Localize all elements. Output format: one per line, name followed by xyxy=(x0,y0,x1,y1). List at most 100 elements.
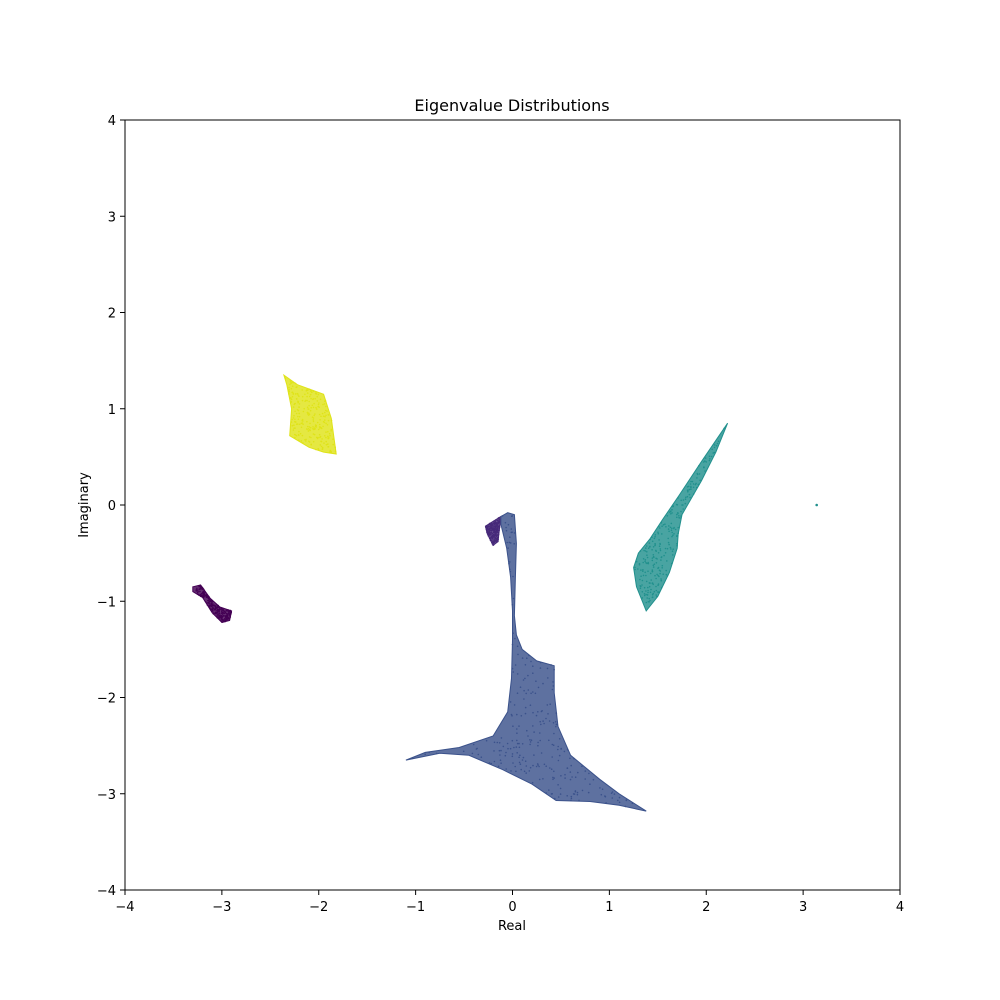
eigenvalue-point xyxy=(516,645,519,648)
eigenvalue-point xyxy=(512,725,514,727)
eigenvalue-point xyxy=(485,526,488,529)
eigenvalue-point xyxy=(229,609,231,612)
eigenvalue-point xyxy=(646,562,648,565)
eigenvalue-point xyxy=(284,377,287,380)
eigenvalue-point xyxy=(305,440,307,442)
eigenvalue-point xyxy=(518,742,520,745)
eigenvalue-point xyxy=(698,473,701,475)
eigenvalue-point xyxy=(513,746,515,749)
eigenvalue-point xyxy=(716,442,719,445)
eigenvalue-point xyxy=(499,759,502,761)
eigenvalue-point xyxy=(655,594,657,596)
eigenvalue-point xyxy=(493,531,496,533)
eigenvalue-point xyxy=(656,595,658,598)
eigenvalue-point xyxy=(217,616,219,619)
eigenvalue-point xyxy=(647,570,649,572)
eigenvalue-point xyxy=(218,607,221,609)
eigenvalue-point xyxy=(655,589,658,592)
eigenvalue-point xyxy=(492,529,495,532)
eigenvalue-point xyxy=(651,570,654,573)
eigenvalue-point xyxy=(713,444,716,446)
y-tick-label: 2 xyxy=(108,307,116,322)
eigenvalue-point xyxy=(306,425,309,428)
eigenvalue-point xyxy=(315,392,318,395)
eigenvalue-point xyxy=(292,417,295,419)
eigenvalue-point xyxy=(321,412,324,415)
eigenvalue-point xyxy=(530,692,532,695)
eigenvalue-point xyxy=(294,436,296,439)
eigenvalue-point xyxy=(298,430,300,433)
eigenvalue-point xyxy=(312,390,315,393)
eigenvalue-point xyxy=(327,446,330,448)
eigenvalue-point xyxy=(319,419,321,421)
eigenvalue-point xyxy=(495,540,498,543)
eigenvalue-point xyxy=(298,423,301,426)
eigenvalue-point xyxy=(566,767,569,769)
eigenvalue-point xyxy=(516,752,518,754)
eigenvalue-point xyxy=(224,619,227,621)
eigenvalue-point xyxy=(511,715,513,717)
eigenvalue-point xyxy=(673,533,675,535)
eigenvalue-point xyxy=(318,413,321,416)
eigenvalue-point xyxy=(517,653,519,656)
eigenvalue-point xyxy=(652,592,654,595)
eigenvalue-point xyxy=(295,398,298,400)
eigenvalue-point xyxy=(539,720,541,723)
series-1 xyxy=(484,515,502,547)
eigenvalue-point xyxy=(507,747,509,750)
eigenvalue-point xyxy=(287,390,290,392)
eigenvalue-point xyxy=(324,435,326,437)
eigenvalue-point xyxy=(489,529,492,532)
eigenvalue-point xyxy=(312,398,314,401)
eigenvalue-point xyxy=(208,598,211,600)
eigenvalue-point xyxy=(696,472,699,475)
eigenvalue-point xyxy=(521,657,524,659)
eigenvalue-point xyxy=(310,391,313,394)
eigenvalue-point xyxy=(524,706,527,709)
eigenvalue-point xyxy=(651,549,653,551)
eigenvalue-point xyxy=(306,406,309,409)
eigenvalue-point xyxy=(321,448,324,450)
eigenvalue-point xyxy=(672,505,674,508)
eigenvalue-point xyxy=(210,602,212,605)
eigenvalue-point xyxy=(509,561,511,563)
eigenvalue-point xyxy=(690,488,692,491)
eigenvalue-point xyxy=(201,586,204,589)
eigenvalue-point xyxy=(557,759,560,762)
eigenvalue-point xyxy=(201,588,204,591)
eigenvalue-point xyxy=(552,778,554,781)
eigenvalue-point xyxy=(713,446,716,449)
eigenvalue-point xyxy=(498,516,500,519)
x-tick-label: −1 xyxy=(406,900,425,915)
eigenvalue-point xyxy=(313,433,316,436)
eigenvalue-point xyxy=(312,428,314,430)
eigenvalue-point xyxy=(318,433,321,436)
eigenvalue-point xyxy=(301,399,304,402)
eigenvalue-point xyxy=(297,400,299,403)
eigenvalue-point xyxy=(489,539,492,541)
y-tick-label: 3 xyxy=(108,210,116,225)
eigenvalue-point xyxy=(656,573,658,576)
eigenvalue-point xyxy=(523,689,525,692)
eigenvalue-point xyxy=(207,599,209,602)
eigenvalue-point xyxy=(221,610,223,613)
eigenvalue-point xyxy=(487,534,490,537)
eigenvalue-point xyxy=(653,537,656,540)
eigenvalue-point xyxy=(532,665,534,667)
eigenvalue-point xyxy=(624,805,627,808)
eigenvalue-point xyxy=(550,768,553,770)
eigenvalue-point xyxy=(326,410,328,412)
eigenvalue-point xyxy=(548,789,550,791)
eigenvalue-point xyxy=(308,440,310,443)
eigenvalue-point xyxy=(325,443,328,446)
eigenvalue-point xyxy=(584,778,586,780)
eigenvalue-point xyxy=(296,409,299,411)
eigenvalue-point xyxy=(211,610,214,612)
eigenvalue-point xyxy=(332,438,334,441)
eigenvalue-point xyxy=(535,765,538,768)
eigenvalue-point xyxy=(511,603,514,606)
eigenvalue-point xyxy=(462,750,465,753)
eigenvalue-point xyxy=(557,748,559,751)
eigenvalue-point xyxy=(493,541,495,544)
eigenvalue-point xyxy=(539,661,542,664)
